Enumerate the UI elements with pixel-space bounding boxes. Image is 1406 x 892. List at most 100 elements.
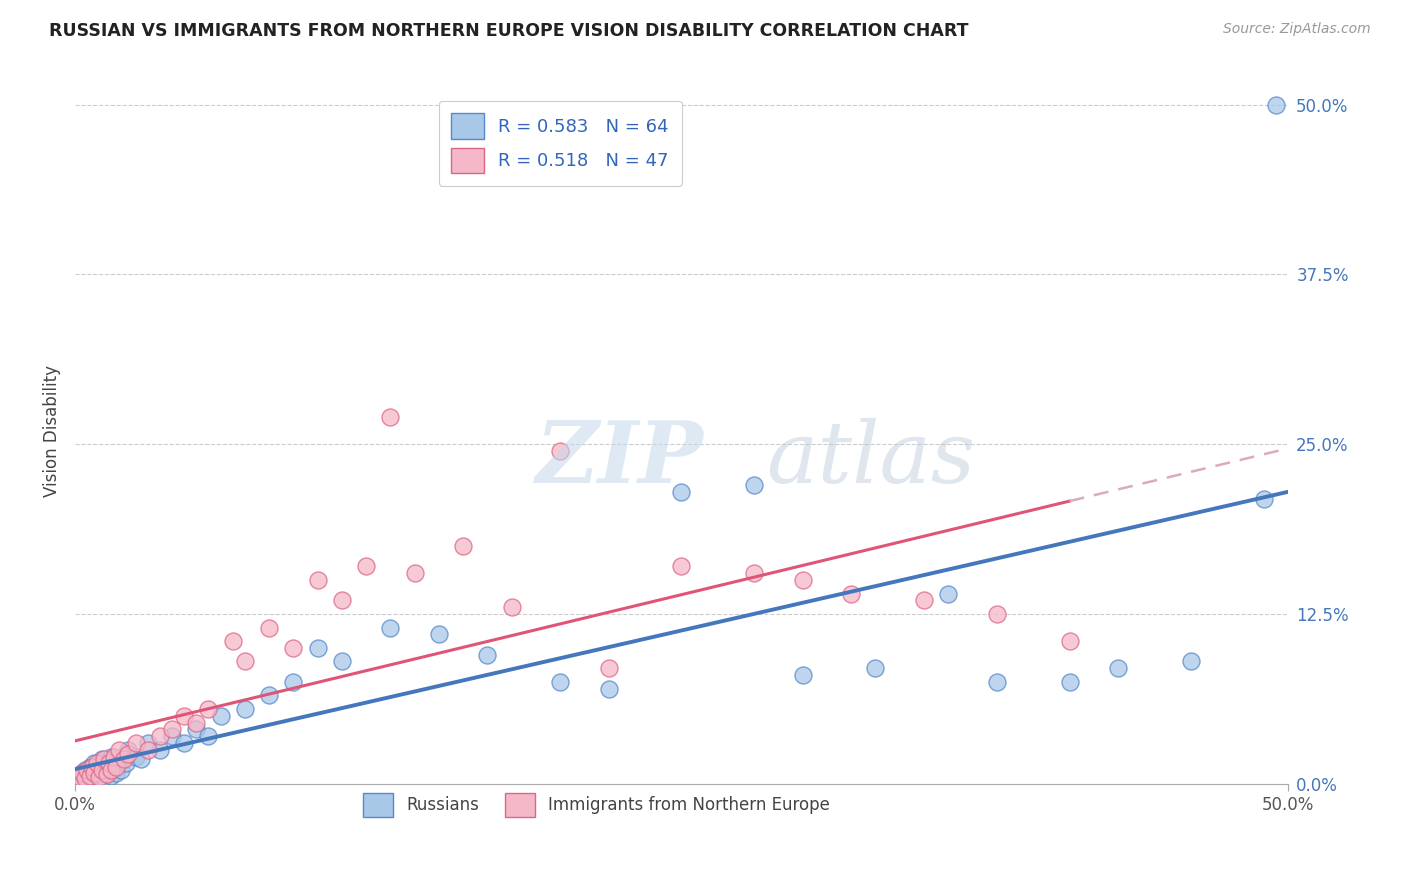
Point (79, 772, 101, 786)
Point (1253, 491, 1275, 506)
Point (1059, 634, 1081, 648)
Point (257, 621, 280, 635)
Point (89, 772, 111, 786)
Point (93, 763, 115, 777)
Point (98, 763, 121, 777)
Point (742, 566, 765, 581)
Point (173, 708, 195, 723)
Point (72, 770, 94, 784)
Point (380, 409, 402, 424)
Point (149, 743, 172, 757)
Point (96, 765, 118, 780)
Point (93, 770, 115, 784)
Point (186, 715, 208, 730)
Point (124, 749, 146, 764)
Point (1180, 655, 1202, 669)
Point (72, 765, 94, 780)
Point (1107, 661, 1129, 675)
Point (330, 655, 353, 669)
Point (73, 774, 96, 789)
Point (197, 702, 219, 716)
Point (986, 674, 1008, 689)
Point (72, 765, 94, 780)
Point (90, 763, 112, 777)
Point (233, 702, 256, 716)
Point (115, 756, 138, 771)
Text: Source: ZipAtlas.com: Source: ZipAtlas.com (1223, 22, 1371, 37)
Point (186, 723, 208, 737)
Point (100, 763, 122, 777)
Point (792, 573, 814, 587)
Point (86, 768, 108, 782)
Point (598, 681, 620, 696)
Point (76, 772, 98, 787)
Point (73, 763, 96, 777)
Point (233, 655, 256, 669)
Point (598, 661, 620, 675)
Text: atlas: atlas (766, 417, 976, 500)
Point (96, 756, 118, 771)
Point (221, 634, 243, 648)
Point (80, 765, 103, 780)
Point (451, 539, 474, 553)
Point (197, 729, 219, 743)
Point (79, 768, 101, 782)
Point (501, 600, 523, 615)
Point (80, 770, 103, 784)
Point (93, 752, 115, 766)
Point (107, 743, 129, 757)
Point (83, 765, 105, 780)
Point (136, 736, 159, 750)
Point (110, 763, 132, 777)
Point (100, 749, 122, 764)
Point (548, 444, 571, 458)
Point (117, 747, 139, 761)
Point (986, 607, 1008, 621)
Point (66, 772, 89, 787)
Text: ZIP: ZIP (536, 417, 704, 500)
Point (89, 770, 111, 784)
Point (307, 640, 329, 655)
Point (112, 752, 135, 766)
Point (548, 674, 571, 689)
Point (404, 566, 426, 581)
Point (209, 708, 232, 723)
Point (354, 559, 377, 574)
Point (136, 743, 159, 757)
Point (105, 760, 128, 774)
Point (283, 674, 305, 689)
Point (124, 736, 146, 750)
Point (1264, 97, 1286, 112)
Point (129, 752, 152, 766)
Point (80, 760, 103, 774)
Point (86, 763, 108, 777)
Point (96, 767, 118, 781)
Point (90, 767, 112, 781)
Point (100, 768, 122, 782)
Point (90, 752, 112, 766)
Point (742, 478, 765, 492)
Point (103, 760, 125, 774)
Point (98, 756, 121, 771)
Point (69, 770, 91, 784)
Point (307, 573, 329, 587)
Point (79, 760, 101, 774)
Point (112, 749, 135, 764)
Point (427, 627, 450, 641)
Point (160, 723, 183, 737)
Point (107, 756, 129, 771)
Point (477, 648, 499, 662)
Point (839, 586, 862, 600)
Point (76, 763, 98, 777)
Point (1059, 674, 1081, 689)
Point (89, 760, 111, 774)
Point (283, 640, 305, 655)
Point (73, 772, 96, 786)
Point (76, 767, 98, 781)
Point (103, 749, 125, 764)
Point (173, 736, 195, 750)
Point (912, 593, 935, 607)
Point (936, 586, 959, 600)
Point (257, 689, 280, 703)
Point (117, 743, 139, 757)
